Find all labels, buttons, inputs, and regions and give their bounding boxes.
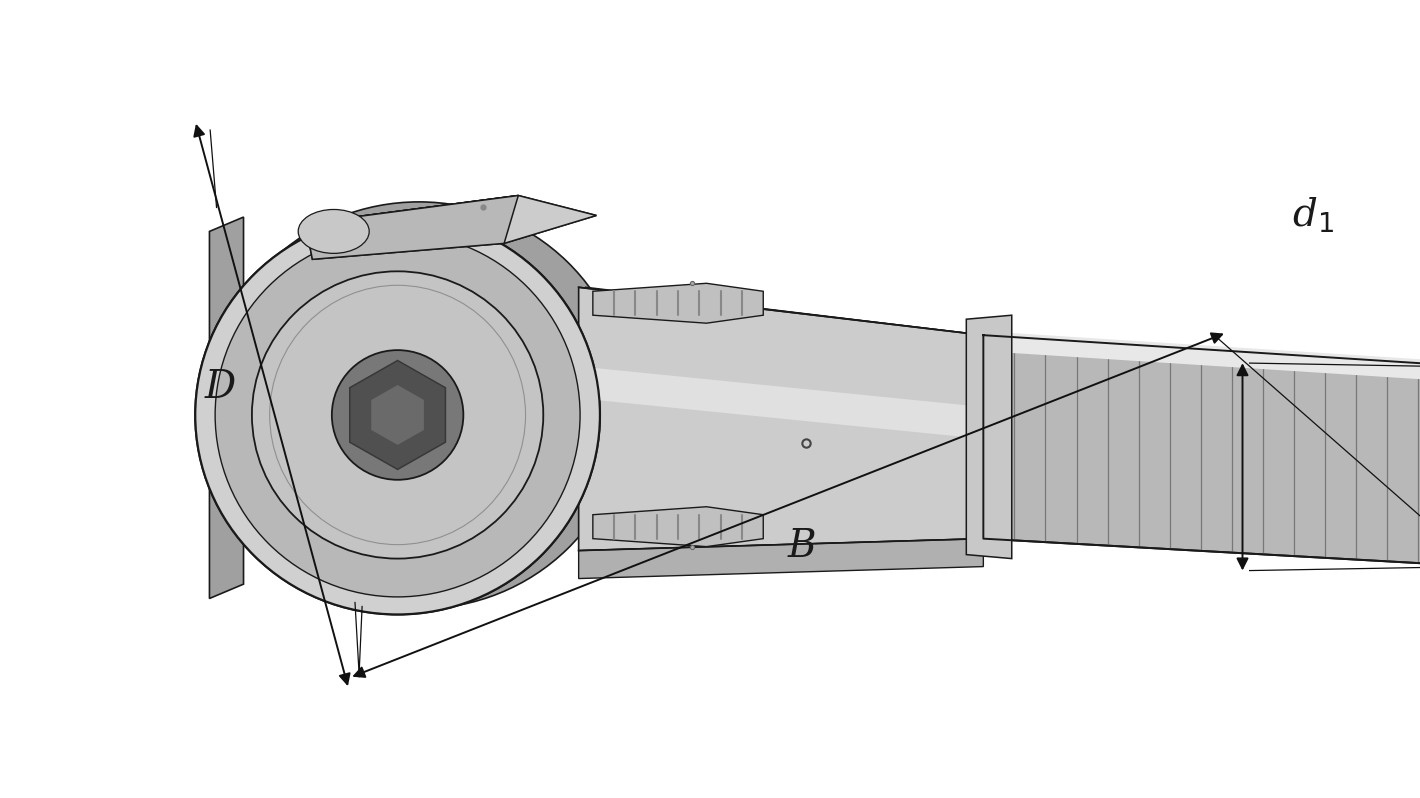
Ellipse shape — [332, 350, 463, 480]
Polygon shape — [305, 196, 596, 259]
Polygon shape — [983, 335, 1420, 567]
Ellipse shape — [305, 223, 362, 263]
Polygon shape — [371, 385, 425, 445]
Polygon shape — [594, 283, 764, 323]
Polygon shape — [305, 196, 518, 259]
Ellipse shape — [251, 271, 544, 559]
Ellipse shape — [196, 215, 601, 614]
Text: D: D — [204, 369, 236, 405]
Polygon shape — [305, 196, 596, 259]
Text: d$_1$: d$_1$ — [1292, 196, 1335, 235]
Ellipse shape — [251, 271, 544, 559]
Ellipse shape — [216, 233, 579, 597]
Polygon shape — [305, 196, 518, 259]
Polygon shape — [579, 539, 983, 579]
Polygon shape — [349, 361, 446, 469]
Polygon shape — [966, 315, 1011, 559]
Text: B: B — [788, 528, 816, 565]
Ellipse shape — [298, 210, 369, 254]
Ellipse shape — [210, 202, 629, 609]
Polygon shape — [594, 507, 764, 547]
Polygon shape — [579, 287, 983, 551]
Polygon shape — [586, 367, 983, 439]
Polygon shape — [586, 287, 983, 367]
Polygon shape — [349, 361, 446, 469]
Ellipse shape — [196, 215, 601, 614]
Ellipse shape — [216, 233, 579, 597]
Polygon shape — [210, 217, 244, 598]
Ellipse shape — [332, 350, 463, 480]
Polygon shape — [371, 385, 425, 445]
Polygon shape — [983, 331, 1420, 383]
